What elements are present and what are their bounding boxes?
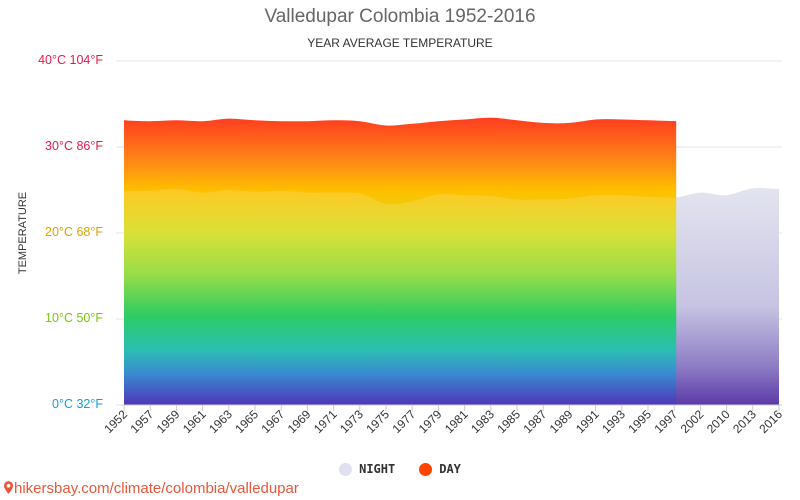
x-tick-label: 2002 xyxy=(678,407,707,436)
source-text: hikersbay.com/climate/colombia/valledupa… xyxy=(14,480,299,497)
x-tick-label: 1975 xyxy=(363,407,392,436)
x-tick-label: 1971 xyxy=(311,407,340,436)
chart-title: Valledupar Colombia 1952-2016 xyxy=(264,6,536,27)
x-tick-label: 2016 xyxy=(756,407,785,436)
legend-label-day: DAY xyxy=(439,462,461,476)
x-tick-label: 1965 xyxy=(232,407,261,436)
x-tick-label: 1981 xyxy=(442,407,471,436)
x-tick-label: 1997 xyxy=(652,407,681,436)
x-tick-label: 1952 xyxy=(101,407,130,436)
x-tick-label: 1995 xyxy=(625,407,654,436)
x-tick-label: 1979 xyxy=(416,407,445,436)
legend-item-night[interactable]: NIGHT xyxy=(339,462,395,476)
x-tick-label: 1991 xyxy=(573,407,602,436)
y-tick-label: 30°C 86°F xyxy=(45,139,103,153)
legend-dot-day xyxy=(419,462,433,476)
x-tick-label: 1993 xyxy=(599,407,628,436)
x-tick-label: 1983 xyxy=(468,407,497,436)
legend: NIGHT DAY xyxy=(0,462,800,476)
legend-label-night: NIGHT xyxy=(359,462,396,476)
y-tick-label: 10°C 50°F xyxy=(45,311,103,325)
legend-dot-night xyxy=(339,462,353,476)
y-axis-label: TEMPERATURE xyxy=(17,191,29,275)
source-link[interactable]: hikersbay.com/climate/colombia/valledupa… xyxy=(4,480,299,497)
x-tick-label: 1959 xyxy=(154,407,183,436)
x-tick-label: 1989 xyxy=(547,407,576,436)
legend-item-day[interactable]: DAY xyxy=(419,462,461,476)
y-tick-label: 0°C 32°F xyxy=(52,397,103,411)
x-tick-label: 2013 xyxy=(730,407,759,436)
x-tick-label: 1973 xyxy=(337,407,366,436)
chart-subtitle: YEAR AVERAGE TEMPERATURE xyxy=(307,36,493,50)
x-tick-label: 1969 xyxy=(285,407,314,436)
series-overlay-night xyxy=(124,189,677,405)
y-tick-label: 20°C 68°F xyxy=(45,225,103,239)
y-tick-label: 40°C 104°F xyxy=(38,53,103,67)
x-tick-label: 1985 xyxy=(494,407,523,436)
x-tick-label: 1987 xyxy=(521,407,550,436)
x-tick-label: 1967 xyxy=(259,407,288,436)
x-tick-label: 1961 xyxy=(180,407,209,436)
x-tick-label: 1957 xyxy=(128,407,157,436)
location-pin-icon xyxy=(4,481,13,494)
series-area-day xyxy=(124,117,677,405)
x-tick-label: 2010 xyxy=(704,407,733,436)
x-tick-label: 1977 xyxy=(390,407,419,436)
x-tick-label: 1963 xyxy=(206,407,235,436)
